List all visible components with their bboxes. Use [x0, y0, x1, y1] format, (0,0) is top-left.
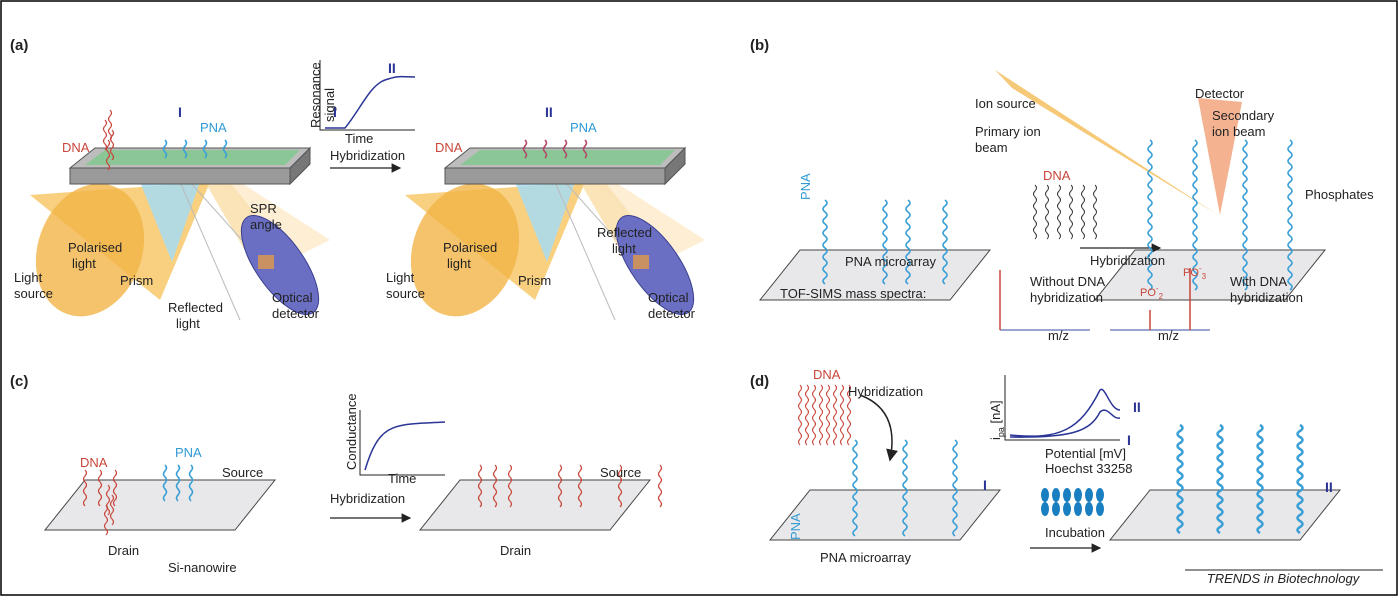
dye — [1041, 488, 1049, 502]
label: hybridization — [1230, 290, 1303, 305]
dye — [1052, 502, 1060, 516]
label: m/z — [1158, 328, 1179, 343]
label: Incubation — [1045, 525, 1105, 540]
label: Time — [388, 471, 416, 486]
label: PNA microarray — [820, 550, 912, 565]
label: With DNA — [1230, 274, 1287, 289]
label: PNA — [175, 445, 202, 460]
label: PNA microarray — [845, 254, 937, 269]
label: DNA — [80, 455, 108, 470]
microarray — [1110, 490, 1340, 540]
label: PNA — [570, 120, 597, 135]
label: detector — [272, 306, 320, 321]
dye — [1085, 488, 1093, 502]
label: Source — [600, 465, 641, 480]
label: PNA — [788, 513, 803, 540]
label: Drain — [108, 543, 139, 558]
label: Prism — [518, 273, 551, 288]
label: Light — [386, 270, 415, 285]
label: light — [612, 241, 636, 256]
figure: (a)DNAIPNAResonancesignalIIITimeHybridiz… — [0, 0, 1398, 596]
label: Potential [mV] — [1045, 446, 1126, 461]
label: Optical — [648, 290, 689, 305]
label: DNA — [1043, 168, 1071, 183]
dye — [1096, 502, 1104, 516]
label: light — [72, 256, 96, 271]
label: Hybridization — [848, 384, 923, 399]
label: Polarised — [443, 240, 497, 255]
label: detector — [648, 306, 696, 321]
label: Si-nanowire — [168, 560, 237, 575]
label: Hybridization — [330, 491, 405, 506]
dye — [1041, 502, 1049, 516]
label: Without DNA — [1030, 274, 1105, 289]
label: Hoechst 33258 — [1045, 461, 1132, 476]
label: DNA — [813, 367, 841, 382]
label: II — [388, 60, 396, 76]
dye — [1063, 502, 1071, 516]
label: II — [1325, 479, 1333, 495]
label: Reflected — [597, 225, 652, 240]
label: Time — [345, 131, 373, 146]
chip — [420, 480, 650, 530]
label: light — [176, 316, 200, 331]
label: ion beam — [1212, 124, 1265, 139]
label: source — [386, 286, 425, 301]
panel-label: (a) — [10, 37, 28, 54]
label: I — [983, 477, 987, 493]
label: Optical — [272, 290, 313, 305]
dye — [1085, 502, 1093, 516]
label: DNA — [62, 140, 90, 155]
label: Phosphates — [1305, 187, 1374, 202]
label: II — [1133, 399, 1141, 415]
label: Ion source — [975, 96, 1036, 111]
label: I — [178, 104, 182, 120]
label: DNA — [435, 140, 463, 155]
label: SPR — [250, 201, 277, 216]
panel-label: (c) — [10, 373, 28, 390]
label: hybridization — [1030, 290, 1103, 305]
label: Detector — [1195, 86, 1245, 101]
label: Secondary — [1212, 108, 1275, 123]
panel-label: (d) — [750, 373, 769, 390]
label: I — [1127, 432, 1131, 448]
label: I — [333, 104, 337, 120]
label: TOF-SIMS mass spectra: — [780, 286, 926, 301]
dye — [1074, 488, 1082, 502]
label: PNA — [200, 120, 227, 135]
label: Conductance — [344, 393, 359, 470]
dye — [1096, 488, 1104, 502]
dye — [1063, 488, 1071, 502]
label: angle — [250, 217, 282, 232]
label: Hybridization — [1090, 253, 1165, 268]
label: Resonance — [308, 62, 323, 128]
credit: TRENDS in Biotechnology — [1207, 571, 1361, 586]
label: m/z — [1048, 328, 1069, 343]
label: Reflected — [168, 300, 223, 315]
chip — [45, 480, 275, 530]
label: Drain — [500, 543, 531, 558]
label: Prism — [120, 273, 153, 288]
label: Source — [222, 465, 263, 480]
label: Primary ion — [975, 124, 1041, 139]
dye — [1052, 488, 1060, 502]
microarray — [770, 490, 1000, 540]
label: Light — [14, 270, 43, 285]
dye — [1074, 502, 1082, 516]
panel-label: (b) — [750, 37, 769, 54]
label: beam — [975, 140, 1008, 155]
label: source — [14, 286, 53, 301]
label: Hybridization — [330, 148, 405, 163]
label: PNA — [798, 173, 813, 200]
label: Polarised — [68, 240, 122, 255]
label: light — [447, 256, 471, 271]
label: II — [545, 104, 553, 120]
